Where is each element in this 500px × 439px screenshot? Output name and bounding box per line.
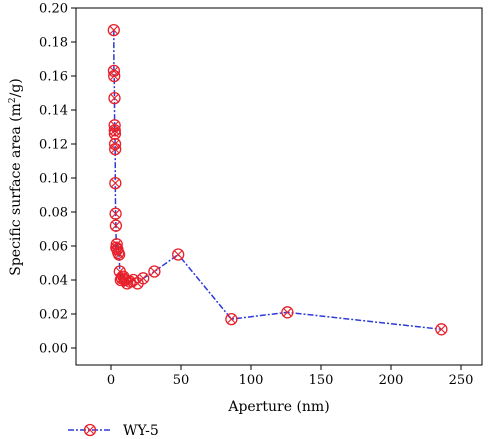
marker-cross-b bbox=[437, 325, 446, 334]
marker-cross-b bbox=[111, 178, 120, 188]
data-point bbox=[108, 124, 121, 137]
y-tick-label: 0.06 bbox=[39, 240, 68, 255]
y-axis-title: Specific surface area (m2/g) bbox=[8, 78, 24, 276]
marker-cross-b bbox=[110, 129, 120, 139]
marker-cross-b bbox=[85, 425, 95, 435]
marker-ring bbox=[108, 69, 121, 83]
y-tick-label: 0.04 bbox=[39, 274, 68, 289]
y-tick-label: 0.10 bbox=[39, 172, 68, 187]
data-point bbox=[137, 272, 150, 285]
marker-ring bbox=[107, 23, 120, 37]
data-point bbox=[112, 248, 126, 261]
marker-cross-b bbox=[173, 250, 183, 259]
y-axis-title-tail: /g) bbox=[8, 78, 24, 97]
y-tick-label: 0.08 bbox=[39, 206, 68, 221]
marker-ring bbox=[137, 272, 150, 285]
data-point bbox=[109, 207, 122, 220]
series-lines bbox=[113, 30, 442, 331]
x-tick-label: 0 bbox=[107, 373, 115, 388]
y-tick-label: 0.02 bbox=[39, 308, 68, 323]
marker-cross-b bbox=[113, 248, 123, 258]
x-tick-label: 50 bbox=[173, 373, 190, 388]
data-point bbox=[109, 219, 123, 232]
marker-cross-b bbox=[115, 267, 125, 276]
marker-ring bbox=[127, 273, 140, 287]
marker-cross-b bbox=[111, 209, 120, 218]
x-axis-ticks: 0 50 100 150 200 250 bbox=[107, 365, 474, 388]
y-tick-label: 0.20 bbox=[39, 2, 68, 17]
data-point bbox=[109, 176, 122, 190]
marker-ring bbox=[435, 323, 448, 336]
series-markers bbox=[107, 23, 448, 336]
x-tick-label: 250 bbox=[449, 373, 474, 388]
marker-ring bbox=[281, 306, 294, 319]
legend-label-wy5: WY-5 bbox=[123, 423, 159, 439]
marker-cross-b bbox=[283, 308, 292, 317]
legend-marker-wy5 bbox=[83, 423, 97, 437]
x-tick-label: 100 bbox=[239, 373, 264, 388]
y-axis-title-main: Specific surface area (m bbox=[8, 103, 24, 276]
data-point bbox=[108, 91, 121, 105]
y-tick-label: 0.16 bbox=[39, 70, 68, 85]
marker-cross-b bbox=[110, 93, 119, 103]
data-point bbox=[435, 323, 448, 336]
data-point bbox=[109, 142, 122, 156]
y-axis-ticks: 0.00 0.02 0.04 0.06 0.08 0.10 0.12 0.14 0.16 0.18… bbox=[39, 2, 76, 357]
x-axis-title: Aperture (nm) bbox=[227, 399, 329, 415]
series-line-0 bbox=[113, 30, 442, 331]
marker-ring bbox=[108, 91, 121, 105]
marker-cross-b bbox=[150, 267, 159, 276]
marker-ring bbox=[112, 248, 126, 261]
marker-ring bbox=[109, 207, 122, 220]
data-point bbox=[172, 248, 185, 261]
x-tick-label: 200 bbox=[379, 373, 404, 388]
marker-ring bbox=[108, 127, 122, 140]
data-point bbox=[148, 265, 161, 278]
marker-cross-b bbox=[227, 314, 236, 324]
marker-cross-b bbox=[138, 274, 148, 283]
marker-ring bbox=[83, 423, 97, 437]
marker-cross-b bbox=[114, 250, 124, 259]
data-point bbox=[108, 127, 122, 140]
y-tick-label: 0.00 bbox=[39, 342, 68, 357]
y-tick-label: 0.14 bbox=[39, 104, 68, 119]
data-point bbox=[225, 312, 238, 326]
marker-ring bbox=[109, 219, 123, 232]
marker-cross-b bbox=[111, 221, 121, 230]
y-tick-label: 0.18 bbox=[39, 36, 68, 51]
marker-ring bbox=[148, 265, 161, 278]
legend-marker-symbol bbox=[83, 423, 97, 437]
plot-frame-group bbox=[75, 7, 483, 366]
data-point bbox=[107, 23, 120, 37]
marker-ring bbox=[225, 312, 238, 326]
marker-cross-b bbox=[109, 71, 119, 81]
data-point bbox=[281, 306, 294, 319]
data-point bbox=[108, 69, 121, 83]
y-axis-title-sup: 2 bbox=[8, 97, 18, 103]
x-tick-label: 150 bbox=[309, 373, 334, 388]
marker-ring bbox=[108, 124, 121, 137]
marker-ring bbox=[109, 142, 122, 156]
marker-cross-b bbox=[110, 126, 120, 135]
marker-ring bbox=[172, 248, 185, 261]
legend: WY-5 bbox=[68, 423, 159, 439]
marker-cross-b bbox=[110, 144, 120, 154]
plot-frame bbox=[75, 7, 483, 366]
marker-ring bbox=[109, 176, 122, 190]
marker-cross-b bbox=[109, 25, 119, 35]
y-tick-label: 0.12 bbox=[39, 138, 68, 153]
